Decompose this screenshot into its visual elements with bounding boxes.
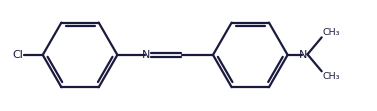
Text: CH₃: CH₃	[322, 72, 340, 81]
Text: N: N	[142, 50, 150, 60]
Text: N: N	[299, 50, 307, 60]
Text: CH₃: CH₃	[322, 28, 340, 37]
Text: Cl: Cl	[12, 50, 23, 60]
